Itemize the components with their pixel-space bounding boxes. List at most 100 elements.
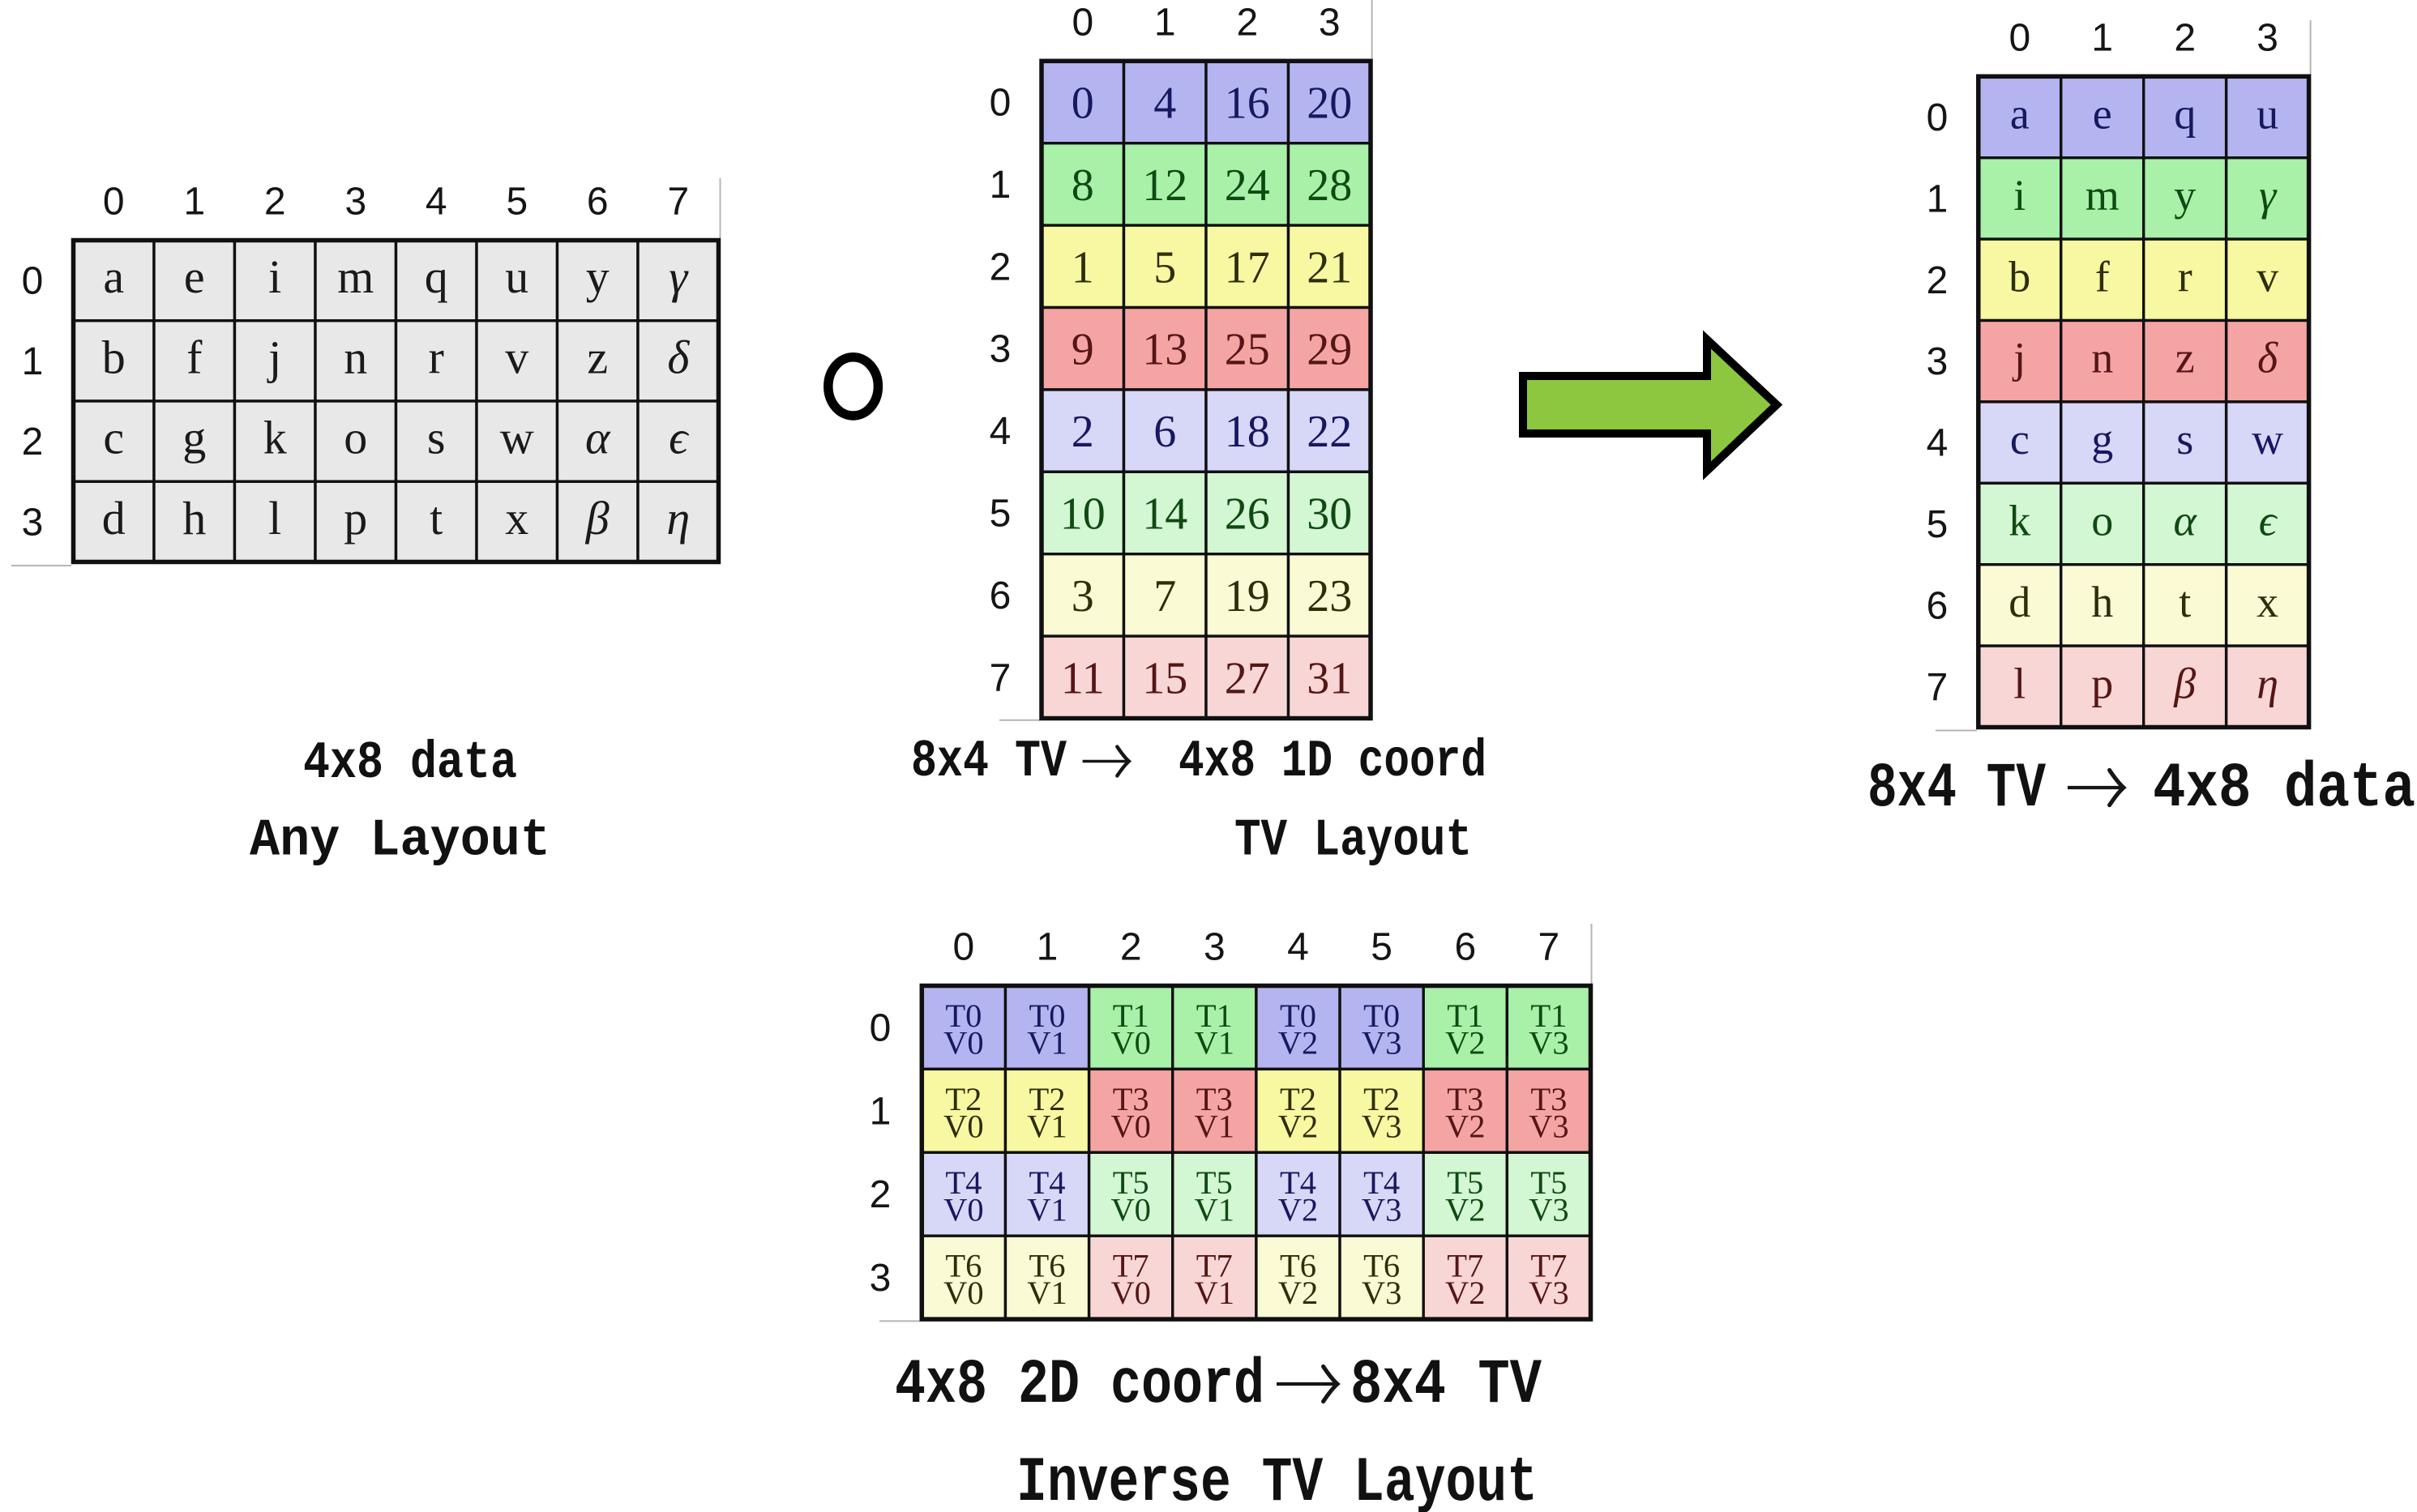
svg-text:15: 15 xyxy=(1142,653,1187,703)
svg-text:u: u xyxy=(505,250,528,303)
svg-text:3: 3 xyxy=(2257,16,2278,59)
svg-text:1: 1 xyxy=(183,181,205,224)
svg-text:t: t xyxy=(2179,578,2191,626)
svg-text:0: 0 xyxy=(990,82,1012,125)
svg-text:11: 11 xyxy=(1061,653,1105,703)
svg-text:6: 6 xyxy=(1153,407,1176,457)
svg-text:2: 2 xyxy=(990,246,1012,288)
svg-text:T0: T0 xyxy=(1280,997,1316,1034)
svg-text:x: x xyxy=(2257,578,2278,626)
svg-text:z: z xyxy=(587,331,608,383)
svg-text:1: 1 xyxy=(22,340,44,383)
svg-text:4: 4 xyxy=(1153,79,1176,129)
svg-text:16: 16 xyxy=(1225,79,1270,129)
svg-text:T4: T4 xyxy=(945,1164,982,1201)
svg-text:20: 20 xyxy=(1307,79,1352,129)
svg-text:V1: V1 xyxy=(1195,1191,1235,1228)
svg-text:5: 5 xyxy=(1927,503,1949,546)
svg-text:l: l xyxy=(2013,659,2026,707)
svg-text:6: 6 xyxy=(587,181,609,224)
svg-text:28: 28 xyxy=(1307,160,1352,211)
svg-text:7: 7 xyxy=(1153,571,1176,621)
svg-text:d: d xyxy=(102,492,126,545)
svg-text:1: 1 xyxy=(1072,242,1094,293)
svg-text:2: 2 xyxy=(1927,259,1949,302)
svg-text:z: z xyxy=(2175,334,2195,382)
svg-text:6: 6 xyxy=(990,574,1012,617)
svg-text:4x8 1D coord: 4x8 1D coord xyxy=(1179,732,1487,792)
svg-text:V3: V3 xyxy=(1529,1191,1569,1228)
svg-text:p: p xyxy=(2091,659,2113,707)
svg-text:w: w xyxy=(500,412,534,464)
svg-text:0: 0 xyxy=(1072,79,1094,129)
svg-text:17: 17 xyxy=(1225,242,1270,293)
svg-text:k: k xyxy=(2008,497,2030,545)
svg-text:18: 18 xyxy=(1225,407,1270,457)
svg-text:27: 27 xyxy=(1225,653,1270,703)
svg-text:7: 7 xyxy=(1538,926,1560,969)
svg-text:c: c xyxy=(103,412,124,464)
svg-text:n: n xyxy=(344,331,367,383)
svg-text:h: h xyxy=(182,492,206,545)
svg-text:1: 1 xyxy=(1154,1,1176,44)
svg-text:V3: V3 xyxy=(1362,1025,1402,1061)
svg-text:3: 3 xyxy=(990,328,1012,371)
svg-text:T0: T0 xyxy=(1363,997,1400,1034)
svg-text:T2: T2 xyxy=(945,1081,982,1117)
svg-text:T7: T7 xyxy=(1530,1248,1567,1284)
svg-text:2: 2 xyxy=(2174,16,2196,59)
svg-text:s: s xyxy=(427,412,446,464)
svg-text:4x8 data: 4x8 data xyxy=(303,733,517,793)
svg-text:V3: V3 xyxy=(1362,1275,1402,1311)
svg-text:25: 25 xyxy=(1225,325,1270,375)
svg-text:1: 1 xyxy=(990,164,1012,207)
svg-text:β: β xyxy=(585,492,610,545)
svg-text:q: q xyxy=(425,250,448,303)
svg-text:4: 4 xyxy=(990,410,1012,453)
svg-text:0: 0 xyxy=(1927,96,1949,139)
svg-text:V2: V2 xyxy=(1445,1108,1486,1144)
svg-text:29: 29 xyxy=(1307,325,1352,375)
svg-text:5: 5 xyxy=(1371,926,1392,969)
svg-text:γ: γ xyxy=(2259,171,2278,220)
svg-text:T1: T1 xyxy=(1196,997,1233,1034)
svg-text:j: j xyxy=(2012,334,2026,382)
svg-text:3: 3 xyxy=(1319,1,1341,44)
svg-text:8x4 TV: 8x4 TV xyxy=(911,732,1067,792)
svg-text:3: 3 xyxy=(870,1257,892,1300)
svg-text:T0: T0 xyxy=(1029,997,1066,1034)
svg-text:T5: T5 xyxy=(1447,1164,1483,1201)
svg-text:1: 1 xyxy=(1037,926,1059,969)
svg-text:Any Layout: Any Layout xyxy=(250,811,550,871)
svg-text:4x8 2D coord: 4x8 2D coord xyxy=(895,1350,1264,1421)
svg-text:j: j xyxy=(267,331,281,383)
svg-text:T4: T4 xyxy=(1363,1164,1400,1201)
svg-text:6: 6 xyxy=(1454,926,1476,969)
svg-text:9: 9 xyxy=(1072,325,1094,375)
svg-text:h: h xyxy=(2091,578,2113,626)
svg-text:7: 7 xyxy=(667,181,689,224)
svg-text:s: s xyxy=(2176,415,2193,463)
svg-text:8: 8 xyxy=(1072,160,1094,211)
svg-text:γ: γ xyxy=(669,250,689,303)
svg-text:V2: V2 xyxy=(1445,1191,1486,1228)
svg-text:T5: T5 xyxy=(1196,1164,1233,1201)
svg-text:c: c xyxy=(2010,415,2030,463)
svg-text:V1: V1 xyxy=(1195,1275,1235,1311)
svg-text:r: r xyxy=(429,331,444,383)
svg-text:η: η xyxy=(666,492,690,545)
svg-text:x: x xyxy=(505,492,528,545)
svg-text:T7: T7 xyxy=(1196,1248,1233,1284)
svg-text:V1: V1 xyxy=(1195,1025,1235,1061)
svg-text:b: b xyxy=(102,331,126,383)
svg-text:V2: V2 xyxy=(1278,1191,1319,1228)
svg-text:T5: T5 xyxy=(1113,1164,1149,1201)
svg-text:V0: V0 xyxy=(943,1191,984,1228)
svg-text:7: 7 xyxy=(990,656,1012,699)
svg-text:T4: T4 xyxy=(1029,1164,1066,1201)
svg-text:w: w xyxy=(2252,415,2283,463)
svg-text:5: 5 xyxy=(1153,242,1176,293)
svg-text:p: p xyxy=(344,492,367,545)
svg-text:k: k xyxy=(263,412,287,464)
svg-text:T0: T0 xyxy=(945,997,982,1034)
